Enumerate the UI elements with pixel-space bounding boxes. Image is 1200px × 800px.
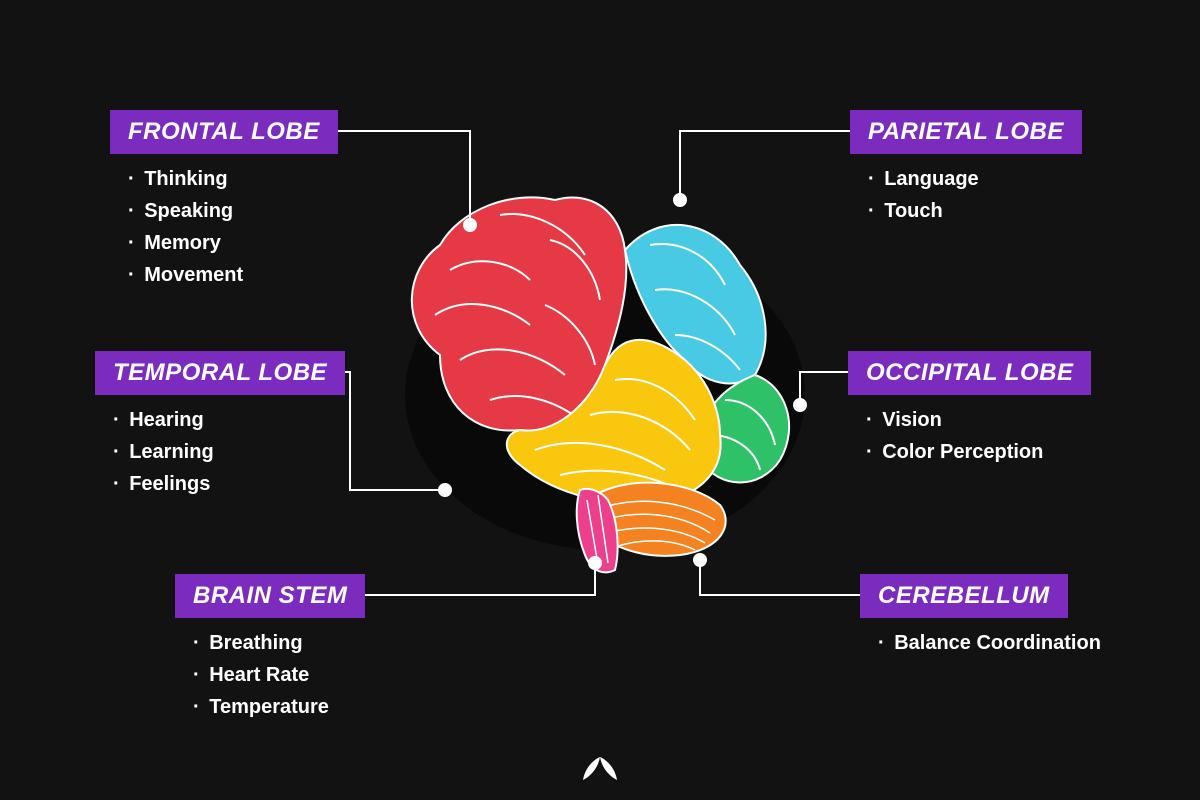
list-item: Movement	[118, 259, 243, 291]
occipital-lobe-label: OCCIPITAL LOBE	[848, 351, 1091, 395]
list-item: Language	[858, 163, 979, 195]
list-item: Memory	[118, 227, 243, 259]
list-item: Speaking	[118, 195, 243, 227]
list-item: Vision	[856, 404, 1043, 436]
list-item: Thinking	[118, 163, 243, 195]
list-item: Feelings	[103, 468, 214, 500]
temporal-lobe-functions: Hearing Learning Feelings	[103, 404, 214, 500]
list-item: Breathing	[183, 627, 329, 659]
list-item: Learning	[103, 436, 214, 468]
list-item: Heart Rate	[183, 659, 329, 691]
frontal-lobe-functions: Thinking Speaking Memory Movement	[118, 163, 243, 291]
brain-stem-functions: Breathing Heart Rate Temperature	[183, 627, 329, 723]
cerebellum-label: CEREBELLUM	[860, 574, 1068, 618]
list-item: Temperature	[183, 691, 329, 723]
temporal-lobe-label: TEMPORAL LOBE	[95, 351, 345, 395]
parietal-lobe-label: PARIETAL LOBE	[850, 110, 1082, 154]
logo-icon	[575, 752, 625, 782]
parietal-lobe-functions: Language Touch	[858, 163, 979, 227]
cerebellum-functions: Balance Coordination	[868, 627, 1101, 659]
list-item: Hearing	[103, 404, 214, 436]
frontal-lobe-label: FRONTAL LOBE	[110, 110, 338, 154]
list-item: Balance Coordination	[868, 627, 1101, 659]
occipital-lobe-functions: Vision Color Perception	[856, 404, 1043, 468]
list-item: Color Perception	[856, 436, 1043, 468]
list-item: Touch	[858, 195, 979, 227]
brain-stem-label: BRAIN STEM	[175, 574, 365, 618]
